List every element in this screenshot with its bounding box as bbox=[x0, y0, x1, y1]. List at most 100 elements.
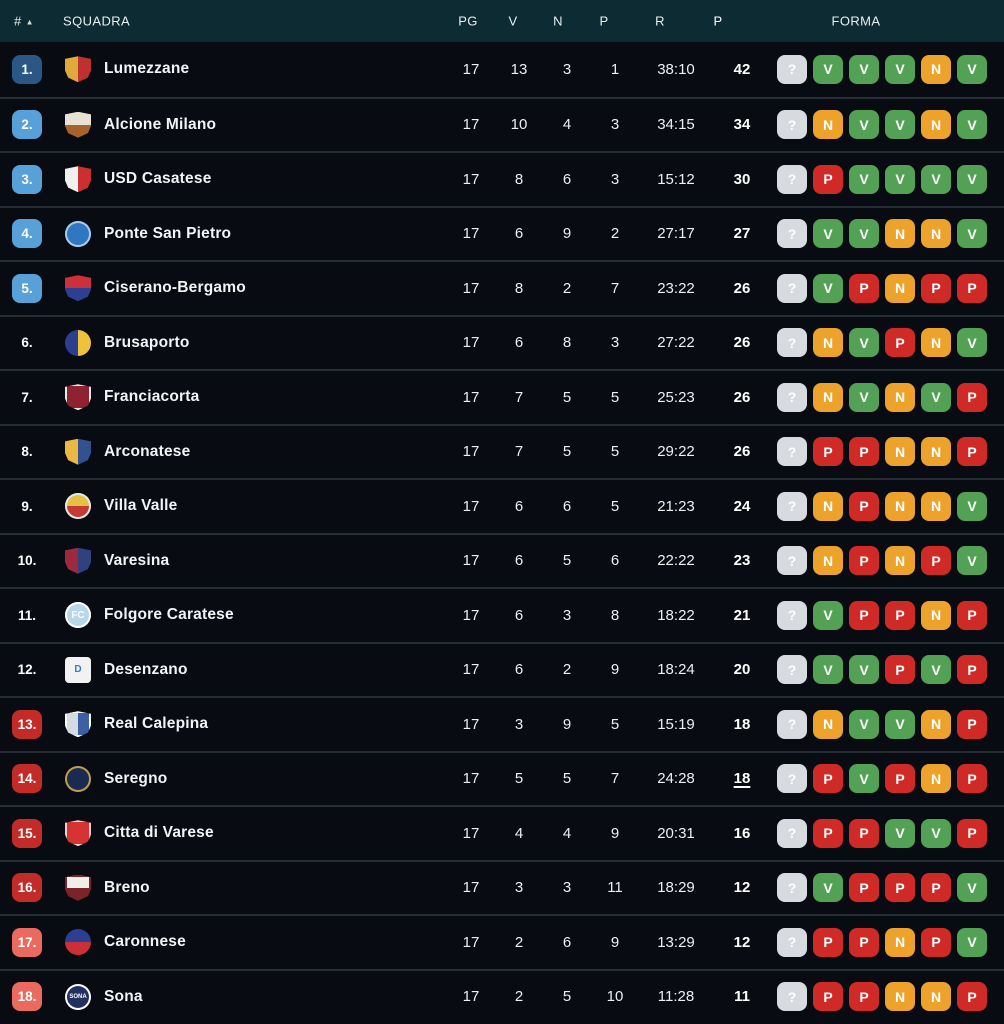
form-result-badge[interactable]: N bbox=[921, 709, 951, 739]
form-result-badge[interactable]: V bbox=[921, 818, 951, 848]
form-result-badge[interactable]: P bbox=[813, 437, 843, 467]
team-name[interactable]: Varesina bbox=[104, 551, 170, 569]
form-result-badge[interactable]: V bbox=[849, 54, 879, 84]
form-result-badge[interactable]: P bbox=[885, 600, 915, 630]
form-result-badge[interactable]: V bbox=[849, 709, 879, 739]
form-result-badge[interactable]: P bbox=[813, 764, 843, 794]
form-result-badge[interactable]: V bbox=[885, 54, 915, 84]
form-result-badge[interactable]: V bbox=[921, 655, 951, 685]
form-next-match-badge[interactable]: ? bbox=[777, 437, 807, 467]
form-result-badge[interactable]: P bbox=[849, 600, 879, 630]
form-next-match-badge[interactable]: ? bbox=[777, 164, 807, 194]
form-next-match-badge[interactable]: ? bbox=[777, 328, 807, 358]
form-result-badge[interactable]: P bbox=[921, 927, 951, 957]
form-next-match-badge[interactable]: ? bbox=[777, 546, 807, 576]
form-result-badge[interactable]: N bbox=[921, 491, 951, 521]
table-row[interactable]: 5. Ciserano-Bergamo 17 8 2 7 23:22 26 ? V… bbox=[0, 260, 1004, 315]
team-name[interactable]: Desenzano bbox=[104, 660, 188, 678]
form-result-badge[interactable]: P bbox=[957, 818, 987, 848]
table-row[interactable]: 12. D Desenzano 17 6 2 9 18:24 20 ? V V P V P bbox=[0, 641, 1004, 696]
header-points[interactable]: P bbox=[713, 13, 723, 29]
team-name[interactable]: Lumezzane bbox=[104, 60, 190, 78]
form-result-badge[interactable]: V bbox=[885, 818, 915, 848]
form-result-badge[interactable]: N bbox=[813, 382, 843, 412]
table-row[interactable]: 7. Franciacorta 17 7 5 5 25:23 26 ? N V N V P bbox=[0, 369, 1004, 424]
team-name[interactable]: Folgore Caratese bbox=[104, 606, 234, 624]
team-name[interactable]: Real Calepina bbox=[104, 715, 209, 733]
form-result-badge[interactable]: N bbox=[885, 982, 915, 1012]
form-result-badge[interactable]: P bbox=[957, 982, 987, 1012]
table-row[interactable]: 18. SONA Sona 17 2 5 10 11:28 11 ? P P N N P bbox=[0, 968, 1004, 1023]
form-result-badge[interactable]: V bbox=[813, 219, 843, 249]
form-next-match-badge[interactable]: ? bbox=[777, 491, 807, 521]
header-wins[interactable]: V bbox=[508, 13, 518, 29]
table-row[interactable]: 16. Breno 17 3 3 11 18:29 12 ? V P P P V bbox=[0, 859, 1004, 914]
table-row[interactable]: 9. Villa Valle 17 6 6 5 21:23 24 ? N P N N V bbox=[0, 478, 1004, 533]
form-result-badge[interactable]: V bbox=[957, 54, 987, 84]
header-rank-sort[interactable]: # ▲ bbox=[14, 13, 34, 29]
form-result-badge[interactable]: P bbox=[849, 273, 879, 303]
form-result-badge[interactable]: P bbox=[849, 437, 879, 467]
form-result-badge[interactable]: N bbox=[885, 491, 915, 521]
table-row[interactable]: 17. Caronnese 17 2 6 9 13:29 12 ? P P N P V bbox=[0, 914, 1004, 969]
form-next-match-badge[interactable]: ? bbox=[777, 382, 807, 412]
form-result-badge[interactable]: V bbox=[885, 709, 915, 739]
table-row[interactable]: 11. FC Folgore Caratese 17 6 3 8 18:22 2… bbox=[0, 587, 1004, 642]
header-draws[interactable]: N bbox=[553, 13, 563, 29]
form-result-badge[interactable]: P bbox=[957, 600, 987, 630]
form-result-badge[interactable]: P bbox=[921, 273, 951, 303]
form-result-badge[interactable]: N bbox=[921, 600, 951, 630]
form-result-badge[interactable]: N bbox=[885, 546, 915, 576]
form-result-badge[interactable]: V bbox=[957, 328, 987, 358]
form-result-badge[interactable]: N bbox=[813, 546, 843, 576]
form-next-match-badge[interactable]: ? bbox=[777, 764, 807, 794]
team-name[interactable]: Ciserano-Bergamo bbox=[104, 279, 246, 297]
form-next-match-badge[interactable]: ? bbox=[777, 273, 807, 303]
form-result-badge[interactable]: P bbox=[849, 982, 879, 1012]
team-name[interactable]: Ponte San Pietro bbox=[104, 224, 232, 242]
table-row[interactable]: 15. Citta di Varese 17 4 4 9 20:31 16 ? P… bbox=[0, 805, 1004, 860]
form-result-badge[interactable]: P bbox=[849, 546, 879, 576]
form-result-badge[interactable]: P bbox=[957, 273, 987, 303]
form-result-badge[interactable]: P bbox=[957, 382, 987, 412]
team-name[interactable]: Villa Valle bbox=[104, 497, 178, 515]
form-result-badge[interactable]: N bbox=[921, 54, 951, 84]
form-result-badge[interactable]: V bbox=[957, 927, 987, 957]
form-result-badge[interactable]: N bbox=[885, 382, 915, 412]
form-next-match-badge[interactable]: ? bbox=[777, 110, 807, 140]
form-result-badge[interactable]: V bbox=[813, 600, 843, 630]
form-result-badge[interactable]: V bbox=[957, 164, 987, 194]
form-result-badge[interactable]: V bbox=[813, 655, 843, 685]
form-result-badge[interactable]: P bbox=[813, 982, 843, 1012]
form-result-badge[interactable]: P bbox=[957, 655, 987, 685]
form-next-match-badge[interactable]: ? bbox=[777, 709, 807, 739]
form-result-badge[interactable]: V bbox=[921, 382, 951, 412]
form-result-badge[interactable]: P bbox=[813, 164, 843, 194]
team-name[interactable]: Sona bbox=[104, 987, 143, 1005]
table-row[interactable]: 14. Seregno 17 5 5 7 24:28 18 ? P V P N P bbox=[0, 750, 1004, 805]
header-pg[interactable]: PG bbox=[458, 13, 478, 29]
form-result-badge[interactable]: V bbox=[849, 764, 879, 794]
form-result-badge[interactable]: V bbox=[957, 110, 987, 140]
form-next-match-badge[interactable]: ? bbox=[777, 54, 807, 84]
form-result-badge[interactable]: V bbox=[921, 164, 951, 194]
form-result-badge[interactable]: P bbox=[849, 818, 879, 848]
form-result-badge[interactable]: P bbox=[885, 873, 915, 903]
form-result-badge[interactable]: V bbox=[957, 219, 987, 249]
form-result-badge[interactable]: P bbox=[885, 655, 915, 685]
form-result-badge[interactable]: P bbox=[957, 709, 987, 739]
form-result-badge[interactable]: N bbox=[813, 709, 843, 739]
form-next-match-badge[interactable]: ? bbox=[777, 219, 807, 249]
form-result-badge[interactable]: V bbox=[849, 655, 879, 685]
form-result-badge[interactable]: P bbox=[921, 546, 951, 576]
table-row[interactable]: 3. USD Casatese 17 8 6 3 15:12 30 ? P V V V V bbox=[0, 151, 1004, 206]
form-result-badge[interactable]: V bbox=[849, 328, 879, 358]
form-result-badge[interactable]: V bbox=[957, 873, 987, 903]
team-name[interactable]: Seregno bbox=[104, 769, 168, 787]
form-result-badge[interactable]: N bbox=[921, 764, 951, 794]
table-row[interactable]: 8. Arconatese 17 7 5 5 29:22 26 ? P P N N P bbox=[0, 423, 1004, 478]
form-result-badge[interactable]: N bbox=[921, 982, 951, 1012]
form-result-badge[interactable]: V bbox=[849, 164, 879, 194]
form-result-badge[interactable]: P bbox=[885, 328, 915, 358]
form-result-badge[interactable]: N bbox=[885, 273, 915, 303]
